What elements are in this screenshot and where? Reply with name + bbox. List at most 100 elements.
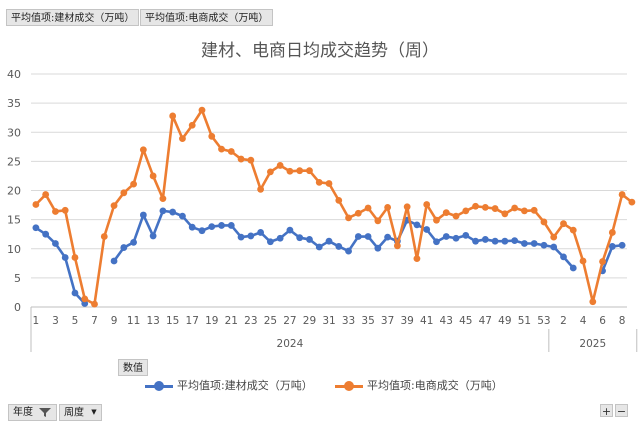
y-tick-label: 15	[7, 214, 21, 227]
data-point-s2	[384, 203, 392, 211]
data-point-s1	[198, 227, 206, 235]
data-point-s2	[442, 209, 450, 217]
data-point-s2	[491, 205, 499, 212]
data-point-s2	[52, 208, 59, 215]
y-tick-label: 5	[14, 272, 21, 285]
data-point-s1	[423, 226, 431, 233]
x-tick-label: 53	[537, 315, 550, 327]
data-point-s1	[335, 243, 343, 250]
data-point-s1	[325, 237, 333, 245]
data-point-s2	[315, 178, 323, 186]
legend-item-building-materials: 平均值项:建材成交（万吨）	[145, 377, 313, 393]
y-tick-label: 20	[7, 185, 21, 198]
data-point-s2	[481, 203, 489, 211]
data-point-s1	[227, 222, 235, 229]
x-tick-label: 3	[52, 315, 59, 327]
data-point-s2	[345, 214, 352, 222]
data-point-s2	[540, 218, 548, 226]
legend-swatch-ecommerce	[335, 380, 363, 392]
week-filter-button[interactable]: 周度 ▼	[59, 404, 102, 421]
x-tick-label: 8	[619, 315, 626, 327]
legend-item-ecommerce: 平均值项:电商成交（万吨）	[335, 377, 503, 393]
x-tick-label: 23	[244, 315, 257, 327]
data-point-s1	[354, 233, 362, 240]
zoom-plus-button[interactable]: +	[600, 404, 613, 418]
data-point-s1	[218, 222, 225, 229]
data-point-s2	[335, 197, 343, 204]
data-point-s1	[296, 234, 304, 242]
data-point-s2	[393, 242, 401, 250]
zoom-minus-button[interactable]: −	[615, 404, 628, 418]
data-point-s1	[433, 238, 440, 246]
data-point-s1	[384, 233, 392, 241]
year-filter-button[interactable]: 年度	[8, 404, 58, 421]
data-point-s1	[286, 226, 294, 234]
x-tick-label: 47	[479, 315, 492, 327]
data-point-s2	[618, 191, 626, 198]
field-button-ecommerce[interactable]: 平均值项:电商成交（万吨）	[140, 9, 274, 26]
x-tick-label: 2	[560, 315, 567, 327]
data-point-s1	[608, 243, 616, 250]
x-tick-label: 43	[440, 315, 453, 327]
data-point-s1	[345, 247, 352, 255]
data-point-s1	[306, 236, 313, 243]
data-point-s1	[52, 240, 59, 247]
y-tick-label: 0	[14, 301, 21, 314]
data-point-s2	[257, 185, 265, 193]
data-point-s2	[266, 168, 274, 176]
data-point-s1	[569, 264, 577, 272]
data-point-s2	[169, 112, 177, 120]
data-point-s2	[91, 300, 98, 308]
x-tick-label: 9	[111, 315, 118, 327]
data-point-s2	[511, 204, 519, 212]
data-point-s1	[110, 257, 118, 265]
data-point-s1	[374, 244, 382, 252]
y-tick-label: 35	[7, 97, 21, 110]
field-button-building-materials[interactable]: 平均值项:建材成交（万吨）	[6, 9, 140, 26]
data-point-s1	[120, 244, 128, 251]
x-tick-label: 39	[400, 315, 413, 327]
data-point-s1	[540, 241, 548, 249]
data-point-s2	[569, 226, 577, 234]
data-point-s2	[120, 189, 128, 197]
data-point-s1	[42, 230, 50, 238]
data-point-s2	[599, 258, 606, 265]
data-point-s1	[257, 229, 265, 236]
group-label-2025: 2025	[579, 338, 606, 350]
legend-swatch-building-materials	[145, 380, 173, 392]
data-point-s1	[266, 238, 274, 246]
data-point-s1	[472, 237, 479, 245]
data-point-s2	[237, 155, 245, 163]
data-point-s2	[32, 201, 40, 208]
y-tick-label: 30	[7, 126, 21, 139]
data-point-s1	[188, 223, 196, 231]
data-point-s2	[296, 167, 304, 175]
data-point-s2	[110, 202, 118, 210]
data-point-s2	[462, 207, 470, 215]
data-point-s2	[560, 220, 567, 228]
data-point-s1	[61, 254, 69, 261]
data-point-s2	[286, 167, 294, 175]
value-field-button[interactable]: 数值	[118, 359, 148, 376]
data-point-s2	[227, 148, 235, 155]
x-tick-label: 41	[420, 315, 433, 327]
data-point-s1	[501, 237, 509, 245]
series-line-1	[35, 209, 623, 305]
x-tick-label: 7	[91, 315, 98, 327]
data-point-s1	[462, 231, 470, 239]
data-point-s1	[442, 233, 450, 240]
data-point-s2	[325, 180, 333, 187]
data-point-s1	[32, 224, 40, 232]
data-point-s2	[247, 156, 255, 164]
data-point-s2	[100, 233, 108, 240]
data-point-s1	[452, 234, 460, 242]
data-point-s2	[179, 135, 186, 143]
data-point-s1	[315, 243, 323, 251]
data-point-s1	[71, 289, 79, 297]
data-point-s1	[521, 240, 528, 247]
data-point-s1	[511, 237, 519, 244]
data-point-s2	[403, 203, 411, 211]
data-point-s2	[364, 204, 372, 212]
data-point-s2	[208, 132, 216, 140]
y-tick-label: 25	[7, 155, 21, 168]
